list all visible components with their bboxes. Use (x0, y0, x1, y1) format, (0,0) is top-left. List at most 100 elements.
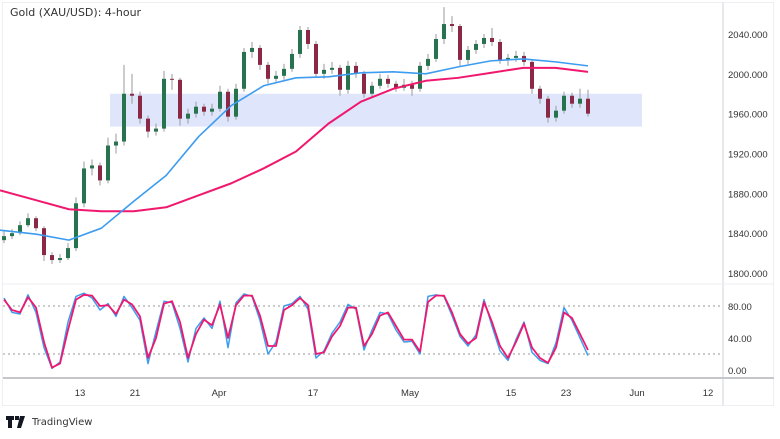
candle-body (466, 49, 470, 60)
candle-body (434, 38, 438, 59)
stoch-d-line (3, 293, 589, 369)
candle (386, 74, 390, 88)
candle-body (90, 165, 94, 169)
candle (74, 197, 78, 252)
price-tick-label: 1920.000 (728, 150, 768, 161)
candle (266, 61, 270, 84)
price-tick-label: 2040.000 (728, 30, 768, 41)
candle-body (314, 43, 318, 74)
stoch-tick-label: 0.00 (728, 366, 747, 377)
candle (362, 70, 366, 98)
candle (426, 53, 430, 70)
candle-body (418, 65, 422, 89)
candle (570, 92, 574, 108)
time-tick-label: 21 (130, 388, 141, 399)
candle (554, 105, 558, 122)
candle (482, 34, 486, 48)
time-tick-label: 12 (703, 388, 714, 399)
time-tick-label: 13 (75, 388, 86, 399)
candle (418, 61, 422, 92)
candle (138, 91, 142, 124)
candle-body (250, 47, 254, 52)
candle (26, 213, 30, 228)
candle (274, 70, 278, 82)
candle-body (306, 30, 310, 44)
candle-body (266, 64, 270, 79)
candle (466, 45, 470, 64)
candle-body (122, 93, 126, 142)
candle-body (570, 95, 574, 104)
candle-body (530, 61, 534, 89)
candle-body (474, 43, 478, 50)
candle-body (170, 78, 174, 80)
candle (314, 40, 318, 78)
candle (306, 27, 310, 49)
tradingview-logo[interactable]: TradingView (6, 416, 92, 428)
candle-body (66, 248, 70, 259)
candle (66, 243, 70, 261)
candle (162, 70, 166, 132)
candle (546, 95, 550, 123)
candle (474, 39, 478, 54)
candle-body (98, 165, 102, 181)
candle (106, 137, 110, 184)
candle (178, 77, 182, 126)
candle-body (442, 24, 446, 39)
time-tick-label: Jun (629, 388, 644, 399)
candle-body (242, 51, 246, 89)
candle (218, 85, 222, 112)
candle-body (330, 67, 334, 70)
price-tick-label: 1840.000 (728, 229, 768, 240)
candle (458, 24, 462, 66)
candle-body (578, 98, 582, 104)
candle (194, 101, 198, 118)
candle-body (146, 118, 150, 132)
candle-body (546, 98, 550, 118)
price-tick-label: 1800.000 (728, 269, 768, 280)
candle-body (394, 83, 398, 88)
candle-body (298, 30, 302, 54)
candle (298, 26, 302, 58)
candle (538, 85, 542, 104)
ma-slow-line (0, 66, 589, 213)
candle-body (58, 258, 62, 261)
candle (330, 61, 334, 74)
candle (250, 41, 254, 58)
candle-body (130, 93, 134, 96)
candle (2, 231, 6, 244)
candle (346, 60, 350, 94)
candle (202, 103, 206, 116)
candle-body (114, 141, 118, 146)
support-zone (110, 93, 642, 127)
candle-body (42, 228, 46, 256)
candle (282, 63, 286, 80)
candle (186, 108, 190, 124)
price-chart[interactable]: 2040.000 2000.000 1960.000 1920.000 1880.000… (0, 0, 780, 410)
brand-name: TradingView (32, 416, 93, 428)
candle (450, 16, 454, 33)
candle-body (274, 75, 278, 79)
candle-body (370, 85, 374, 94)
stoch-tick-label: 40.00 (728, 334, 752, 345)
candle (146, 115, 150, 138)
candle-body (282, 68, 286, 76)
candle-body (346, 65, 350, 90)
candle (338, 64, 342, 96)
candle-body (18, 225, 22, 234)
candle (90, 159, 94, 176)
candle-body (74, 203, 78, 249)
candle (514, 50, 518, 62)
candle-body (506, 57, 510, 60)
candle-body (226, 91, 230, 117)
candle (394, 80, 398, 92)
candle (242, 47, 246, 92)
candle (154, 123, 158, 136)
candle-body (50, 255, 54, 261)
stoch-k-line (3, 292, 589, 370)
candle-body (562, 95, 566, 111)
candle-body (482, 37, 486, 44)
candle-body (154, 128, 158, 132)
candle-body (194, 106, 198, 114)
candle-body (586, 98, 590, 114)
candle (122, 64, 126, 146)
